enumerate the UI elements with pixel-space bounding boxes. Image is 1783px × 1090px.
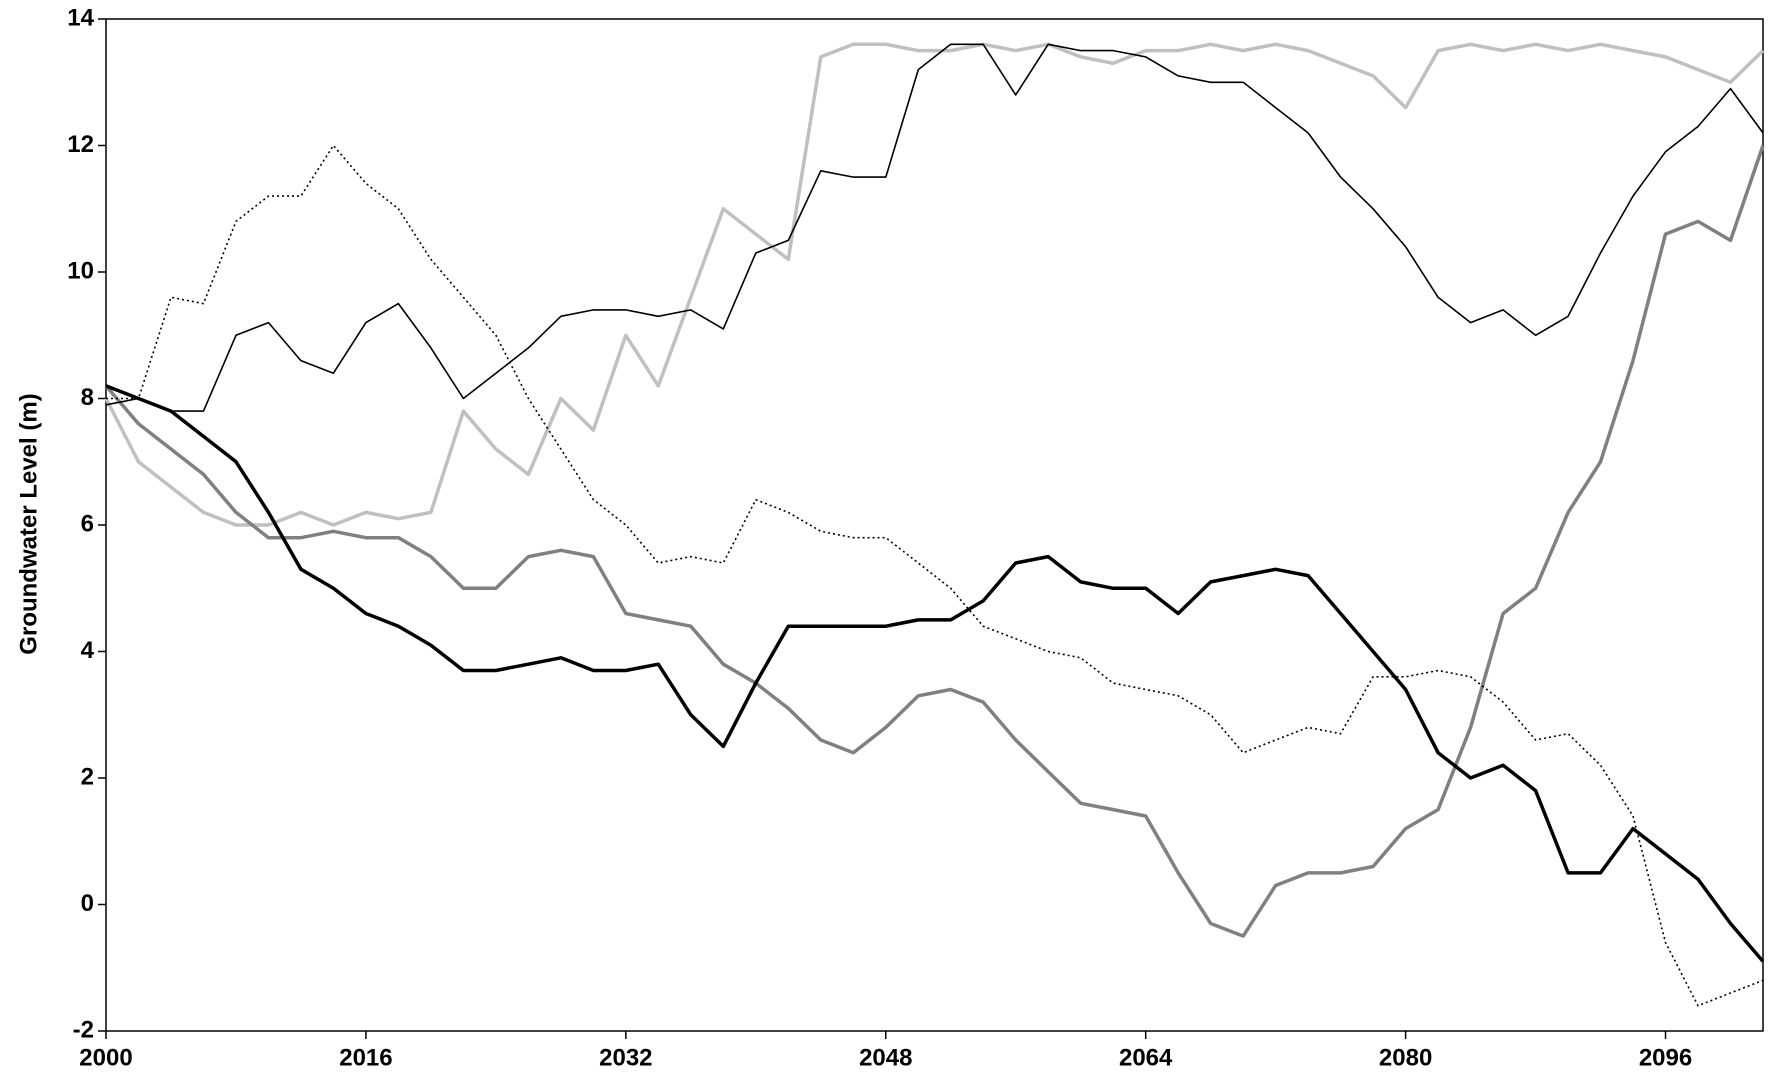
x-tick-label: 2016: [339, 1044, 392, 1071]
x-tick-label: 2048: [859, 1044, 912, 1071]
x-tick-label: 2032: [599, 1044, 652, 1071]
x-tick-label: 2096: [1639, 1044, 1692, 1071]
series-line: [104, 144, 1765, 938]
series-line: [104, 42, 1765, 527]
x-tick-label: 2080: [1379, 1044, 1432, 1071]
y-tick-label: 0: [81, 890, 94, 917]
y-axis-label: Groundwater Level (m): [15, 393, 42, 654]
series-line: [105, 43, 1764, 412]
y-tick-label: 4: [81, 637, 95, 664]
y-tick-label: 12: [67, 131, 94, 158]
y-tick-label: 8: [81, 384, 94, 411]
y-tick-label: 10: [67, 257, 94, 284]
y-tick-label: 2: [81, 763, 94, 790]
y-tick-label: 6: [81, 510, 94, 537]
y-tick-label: 14: [67, 4, 94, 31]
x-tick-label: 2000: [79, 1044, 132, 1071]
x-tick-label: 2064: [1119, 1044, 1173, 1071]
series-line: [105, 384, 1765, 963]
y-tick-label: -2: [73, 1016, 94, 1043]
series-line: [106, 144, 1764, 1007]
